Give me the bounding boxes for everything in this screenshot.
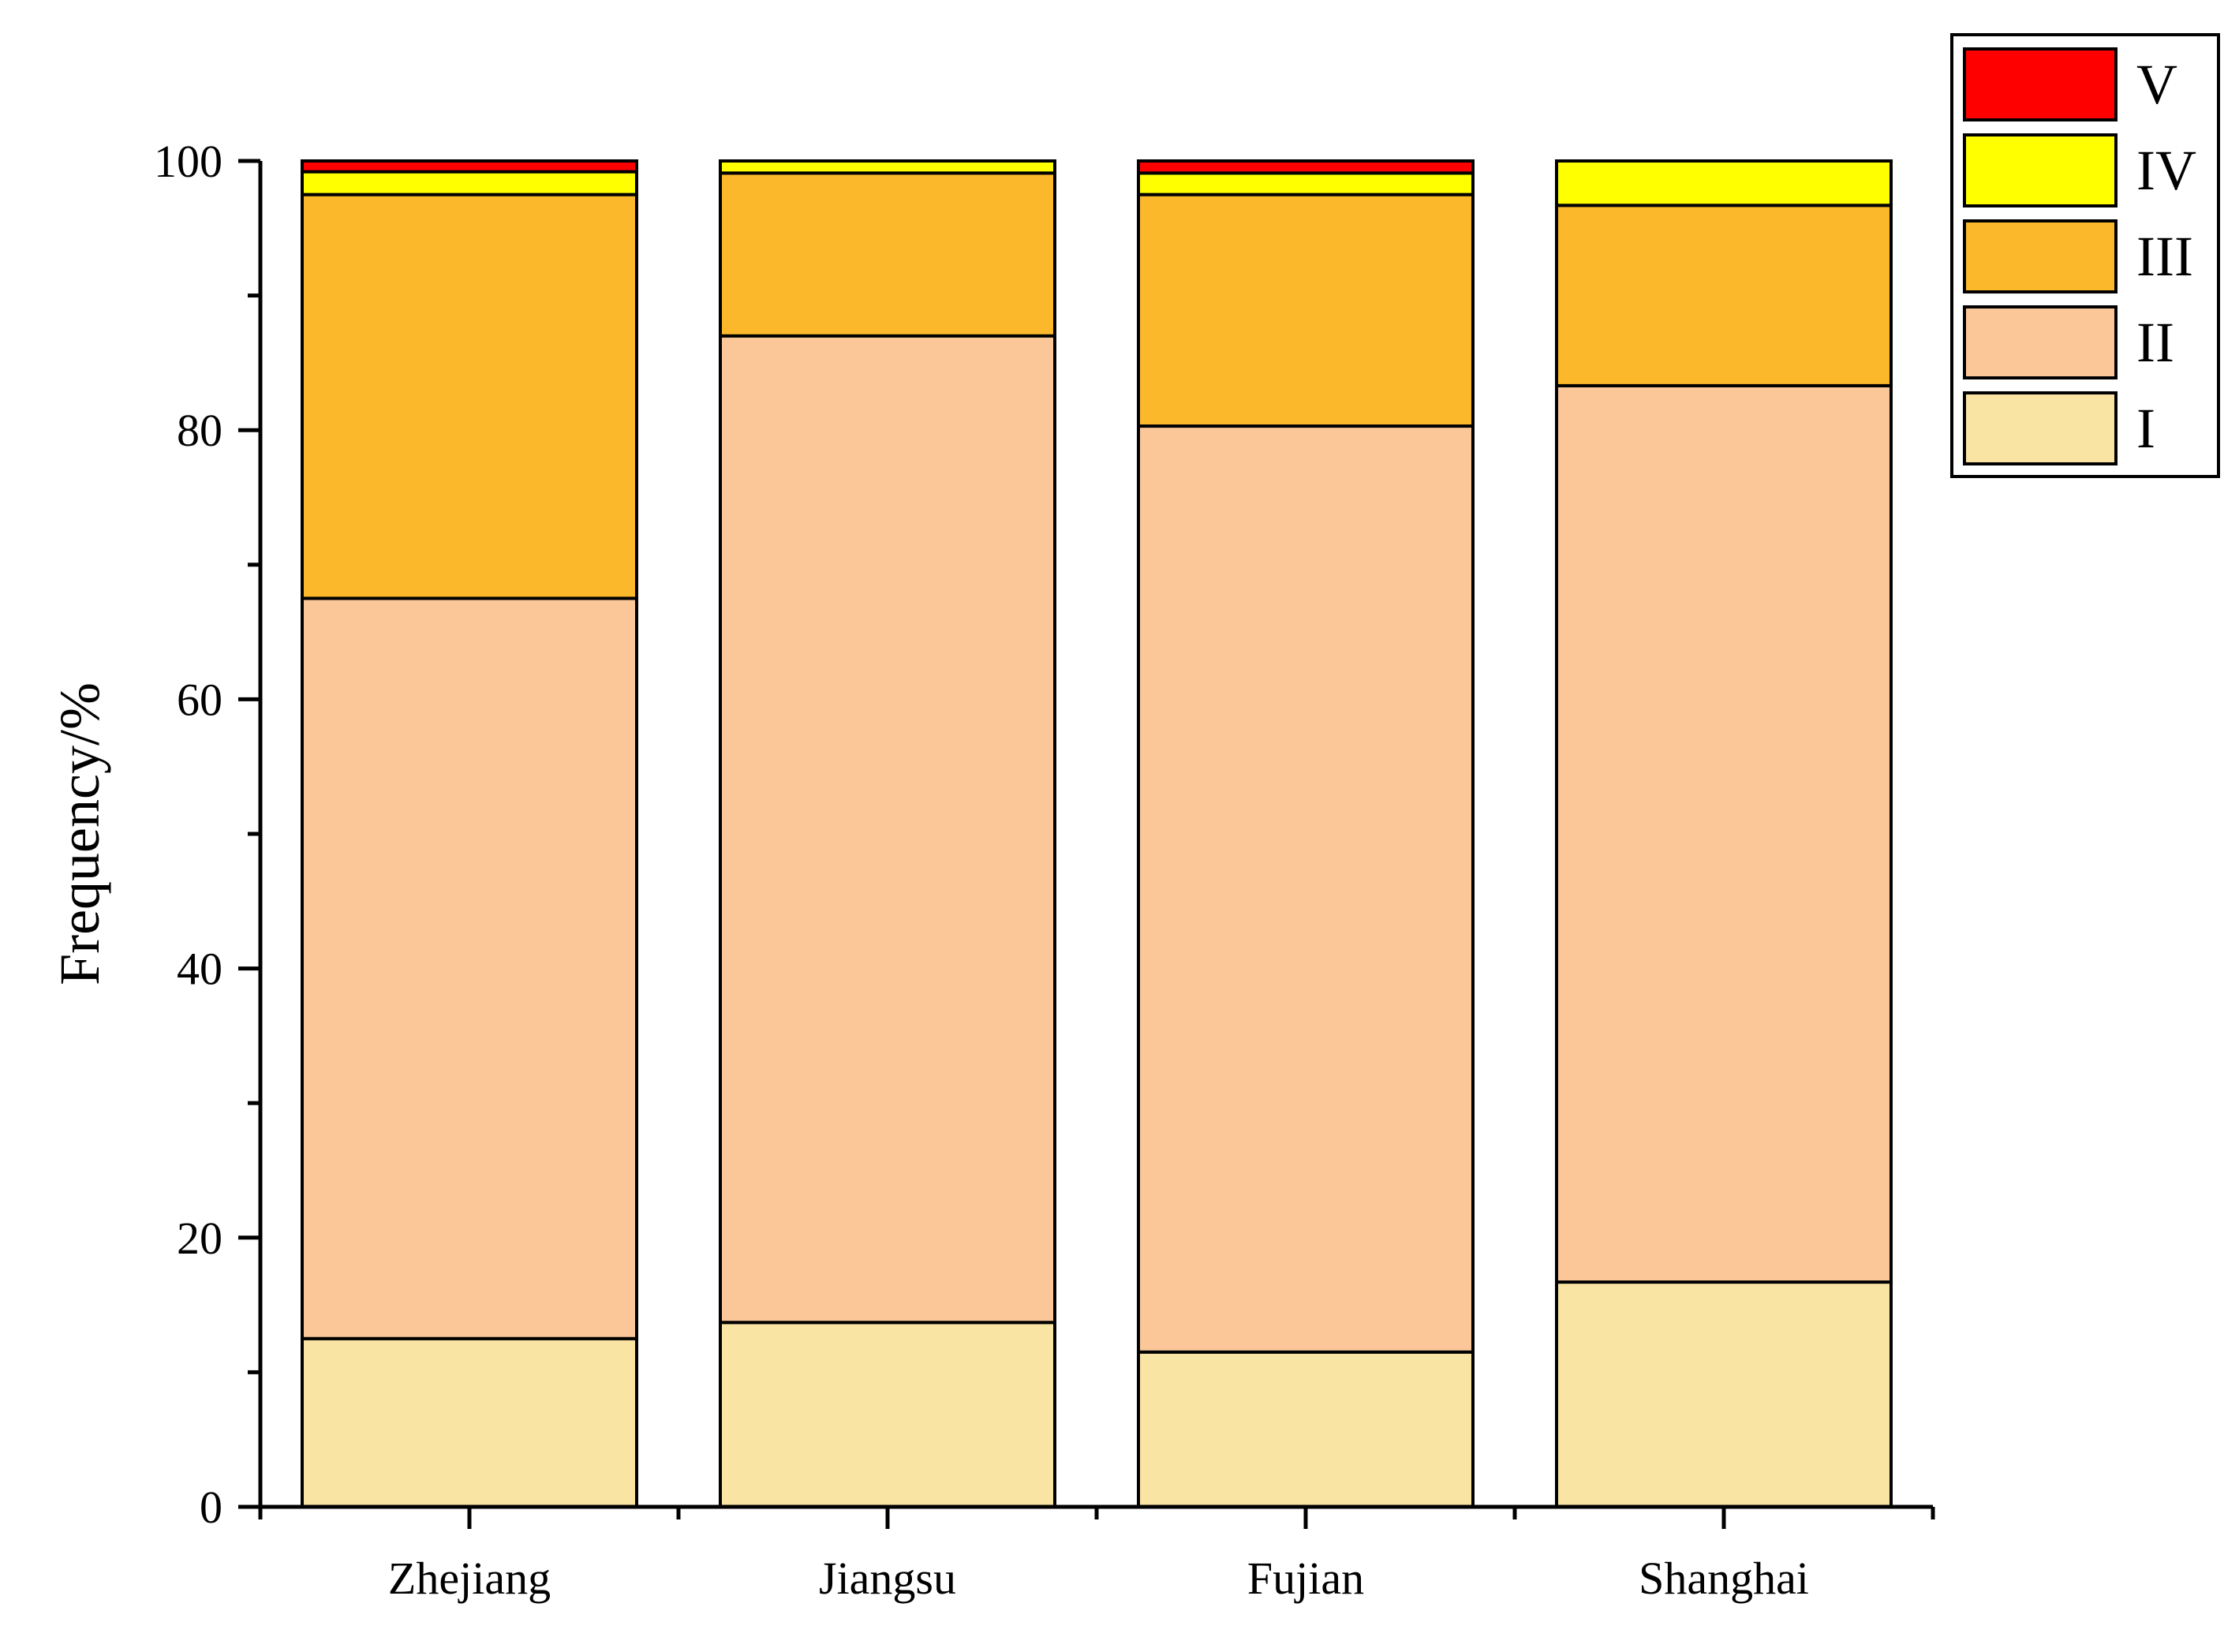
x-tick-label-shanghai: Shanghai bbox=[1639, 1553, 1809, 1604]
bar-fujian-iv bbox=[1137, 171, 1475, 196]
bar-zhejiang-i bbox=[301, 1336, 638, 1508]
y-tick-label: 60 bbox=[177, 674, 222, 725]
y-tick-label: 0 bbox=[200, 1482, 222, 1533]
x-tick-label-fujian: Fujian bbox=[1247, 1553, 1364, 1604]
bar-jiangsu-i bbox=[719, 1321, 1056, 1508]
bar-zhejiang-ii bbox=[301, 596, 638, 1340]
bar-shanghai-ii bbox=[1555, 383, 1893, 1284]
axes-layer: 0 20 40 60 80 100 Zhejiang Jiangsu Fujian Shangha… bbox=[48, 136, 1935, 1604]
bar-jiangsu-iii bbox=[719, 171, 1056, 338]
y-tick-label: 80 bbox=[177, 405, 222, 456]
y-axis-title: Frequency/% bbox=[48, 682, 111, 985]
legend-label-iii: III bbox=[2136, 225, 2193, 288]
bar-zhejiang-iii bbox=[301, 192, 638, 600]
legend-swatch-ii bbox=[1963, 305, 2118, 379]
bar-fujian-v bbox=[1137, 159, 1475, 175]
bar-zhejiang-v bbox=[301, 159, 638, 174]
legend-label-ii: II bbox=[2136, 311, 2174, 374]
bar-shanghai-iv bbox=[1555, 159, 1893, 207]
legend-swatch-i bbox=[1963, 391, 2118, 465]
legend-label-i: I bbox=[2136, 397, 2155, 460]
legend-swatch-iii bbox=[1963, 219, 2118, 293]
bar-shanghai-iii bbox=[1555, 204, 1893, 387]
legend-swatch-v bbox=[1963, 47, 2118, 121]
y-tick-label: 20 bbox=[177, 1213, 222, 1264]
bar-jiangsu-iv bbox=[719, 159, 1056, 175]
bar-shanghai-i bbox=[1555, 1280, 1893, 1509]
x-tick-label-jiangsu: Jiangsu bbox=[819, 1553, 956, 1604]
bar-zhejiang-iv bbox=[301, 170, 638, 196]
bar-jiangsu-ii bbox=[719, 334, 1056, 1325]
y-tick-label: 100 bbox=[154, 136, 222, 187]
x-tick-label-zhejiang: Zhejiang bbox=[388, 1553, 551, 1604]
bar-fujian-iii bbox=[1137, 192, 1475, 428]
legend-label-v: V bbox=[2136, 53, 2177, 116]
bar-fujian-ii bbox=[1137, 424, 1475, 1354]
legend-label-iv: IV bbox=[2136, 139, 2196, 202]
legend-swatch-iv bbox=[1963, 133, 2118, 207]
bar-fujian-i bbox=[1137, 1350, 1475, 1509]
y-tick-label: 40 bbox=[177, 944, 222, 995]
bars-layer bbox=[301, 159, 1893, 1509]
